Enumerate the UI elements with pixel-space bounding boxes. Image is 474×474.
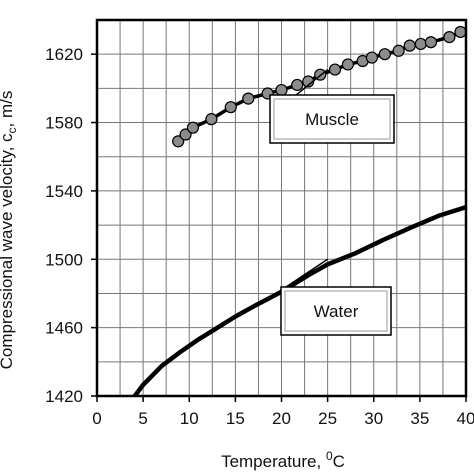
x-tick-label: 35 xyxy=(410,409,429,428)
water-series xyxy=(131,204,466,396)
y-tick-label: 1620 xyxy=(45,45,83,64)
muscle-callout: Muscle xyxy=(269,68,395,144)
muscle-data-point xyxy=(205,113,218,126)
x-tick-label: 30 xyxy=(364,409,383,428)
muscle-data-point xyxy=(365,51,379,64)
muscle-data-point xyxy=(275,83,288,97)
water-callout: Water xyxy=(280,258,392,336)
muscle-data-point xyxy=(443,30,456,44)
muscle-data-point xyxy=(403,39,416,52)
callout-box xyxy=(280,286,392,336)
x-axis-title: Temperature, 0C xyxy=(221,449,345,471)
muscle-data-point xyxy=(291,78,304,92)
y-tick-label: 1580 xyxy=(45,114,83,133)
callout-box xyxy=(269,94,395,144)
muscle-data-point xyxy=(414,37,427,51)
y-tick-label: 1420 xyxy=(45,387,83,406)
y-tick-label: 1460 xyxy=(45,319,83,338)
x-axis-ticks: 0 5 10 15 20 25 30 35 40 xyxy=(92,396,474,428)
x-tick-label: 10 xyxy=(180,409,199,428)
annotations: Muscle Water xyxy=(269,68,395,336)
muscle-data-point xyxy=(392,44,405,57)
muscle-data-point xyxy=(454,25,467,39)
callout-label: Water xyxy=(314,302,359,321)
muscle-data-point xyxy=(242,92,255,105)
y-tick-label: 1540 xyxy=(45,182,83,201)
muscle-data-point xyxy=(341,58,355,71)
x-tick-label: 0 xyxy=(92,409,101,428)
callout-label: Muscle xyxy=(305,110,359,129)
muscle-data-point xyxy=(179,128,192,141)
y-axis-ticks: 1420 1460 1500 1540 1580 1620 xyxy=(45,45,97,406)
muscle-data-point xyxy=(424,36,438,49)
y-axis-title: Compressional wave velocity, cc, m/s xyxy=(0,91,19,370)
x-tick-label: 40 xyxy=(457,409,474,428)
muscle-data-point xyxy=(328,63,342,76)
muscle-data-point xyxy=(378,48,391,61)
x-tick-label: 25 xyxy=(318,409,337,428)
x-tick-label: 20 xyxy=(272,409,291,428)
muscle-data-point xyxy=(186,121,200,134)
x-tick-label: 5 xyxy=(138,409,147,428)
callout-leader-line xyxy=(285,258,329,288)
y-tick-label: 1500 xyxy=(45,250,83,269)
water-line xyxy=(131,204,466,396)
muscle-data-point xyxy=(224,101,237,114)
callout-inner-border xyxy=(273,98,391,140)
muscle-data-point xyxy=(172,135,185,148)
x-tick-label: 15 xyxy=(226,409,245,428)
callout-inner-border xyxy=(284,290,388,332)
